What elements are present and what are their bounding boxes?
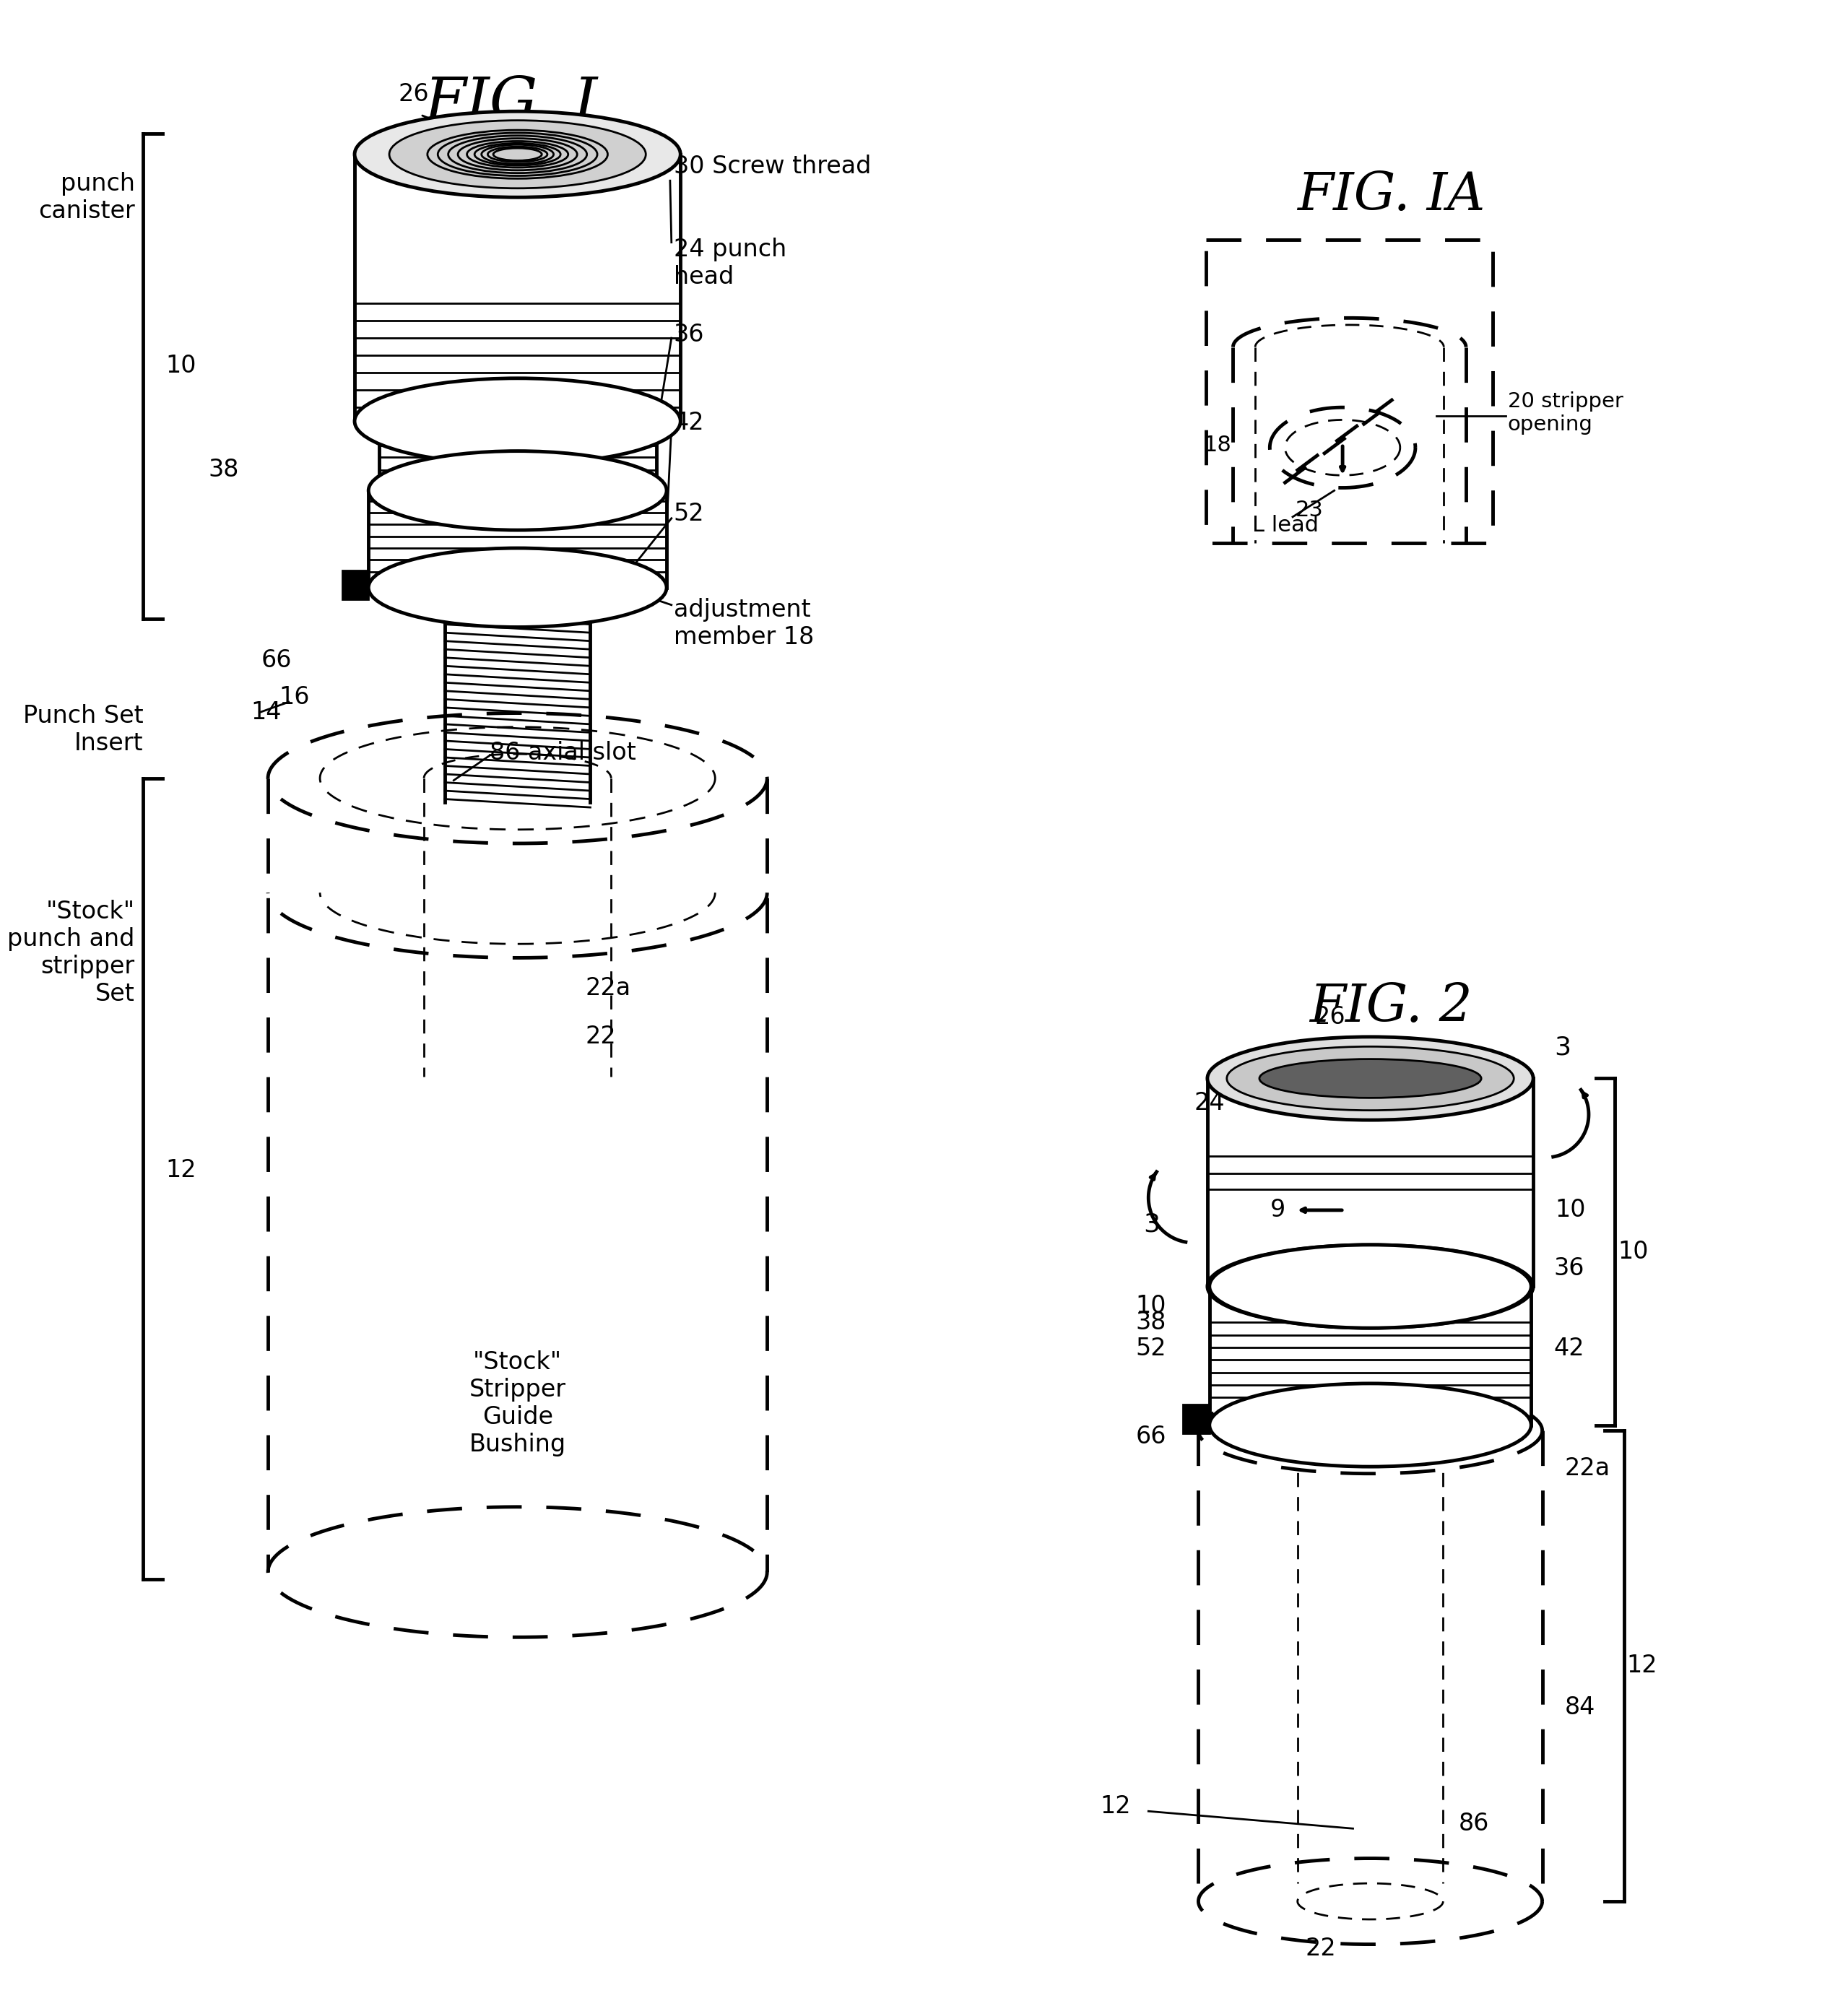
Text: 22: 22 bbox=[1305, 1937, 1336, 1961]
Text: 16: 16 bbox=[279, 686, 310, 710]
Text: 42: 42 bbox=[673, 411, 704, 434]
Ellipse shape bbox=[1258, 1058, 1482, 1098]
Text: 38: 38 bbox=[1137, 1311, 1166, 1335]
Text: 26: 26 bbox=[1314, 1006, 1345, 1028]
Text: 18: 18 bbox=[1203, 434, 1233, 456]
Text: "Stock"
punch and
stripper
Set: "Stock" punch and stripper Set bbox=[7, 899, 135, 1006]
Text: 10: 10 bbox=[1137, 1293, 1166, 1317]
Text: 22a: 22a bbox=[586, 977, 630, 1000]
Ellipse shape bbox=[355, 379, 680, 464]
Ellipse shape bbox=[1209, 1383, 1532, 1467]
Text: 9: 9 bbox=[1270, 1198, 1286, 1222]
Bar bbox=[342, 570, 368, 600]
Text: 9: 9 bbox=[1273, 1052, 1288, 1076]
Text: 42: 42 bbox=[1554, 1337, 1584, 1361]
Text: 10: 10 bbox=[1556, 1198, 1586, 1222]
Text: 3: 3 bbox=[1554, 1034, 1571, 1060]
Text: Punch Set
Insert: Punch Set Insert bbox=[22, 704, 142, 755]
Text: 26: 26 bbox=[397, 82, 429, 106]
Text: 22a: 22a bbox=[1565, 1457, 1610, 1481]
Text: 10: 10 bbox=[1617, 1240, 1648, 1264]
Text: 84: 84 bbox=[1565, 1696, 1595, 1720]
Ellipse shape bbox=[355, 112, 680, 197]
Text: 24 punch
head: 24 punch head bbox=[673, 237, 787, 289]
Text: 66: 66 bbox=[1137, 1425, 1166, 1449]
Text: 23: 23 bbox=[1295, 500, 1323, 520]
Text: 52: 52 bbox=[1137, 1337, 1166, 1361]
Text: punch
canister: punch canister bbox=[39, 171, 135, 223]
Text: 38: 38 bbox=[209, 458, 238, 482]
Text: 30 Screw thread: 30 Screw thread bbox=[673, 153, 870, 177]
Text: 24: 24 bbox=[1194, 1090, 1225, 1114]
Text: "Stock"
Stripper
Guide
Bushing: "Stock" Stripper Guide Bushing bbox=[469, 1349, 565, 1457]
Text: 52: 52 bbox=[673, 502, 704, 526]
Ellipse shape bbox=[1207, 1036, 1534, 1120]
Text: 20 stripper
opening: 20 stripper opening bbox=[1508, 391, 1623, 434]
Text: 22: 22 bbox=[586, 1024, 617, 1048]
Ellipse shape bbox=[1227, 1046, 1514, 1110]
Text: 12: 12 bbox=[164, 1158, 196, 1182]
Text: 12: 12 bbox=[1626, 1654, 1658, 1678]
Text: 66: 66 bbox=[261, 648, 292, 672]
Text: 10: 10 bbox=[164, 355, 196, 379]
Text: L lead: L lead bbox=[1253, 514, 1319, 536]
Ellipse shape bbox=[390, 120, 645, 187]
Ellipse shape bbox=[368, 450, 667, 530]
Text: FIG. I: FIG. I bbox=[423, 74, 597, 132]
Text: 36: 36 bbox=[1554, 1256, 1584, 1280]
Bar bbox=[1183, 1405, 1209, 1433]
Ellipse shape bbox=[1209, 1246, 1532, 1327]
Ellipse shape bbox=[1207, 1246, 1534, 1327]
Text: FIG. IA: FIG. IA bbox=[1297, 169, 1486, 221]
Text: 3: 3 bbox=[1144, 1212, 1161, 1236]
Text: 86: 86 bbox=[1458, 1812, 1489, 1836]
Text: adjustment
member 18: adjustment member 18 bbox=[673, 598, 813, 650]
Ellipse shape bbox=[368, 548, 667, 628]
Text: 12: 12 bbox=[1100, 1794, 1131, 1818]
Text: FIG. 2: FIG. 2 bbox=[1310, 981, 1473, 1032]
Text: 86 axial slot: 86 axial slot bbox=[490, 741, 636, 765]
Text: 36: 36 bbox=[673, 323, 704, 347]
Text: 14: 14 bbox=[251, 700, 281, 723]
